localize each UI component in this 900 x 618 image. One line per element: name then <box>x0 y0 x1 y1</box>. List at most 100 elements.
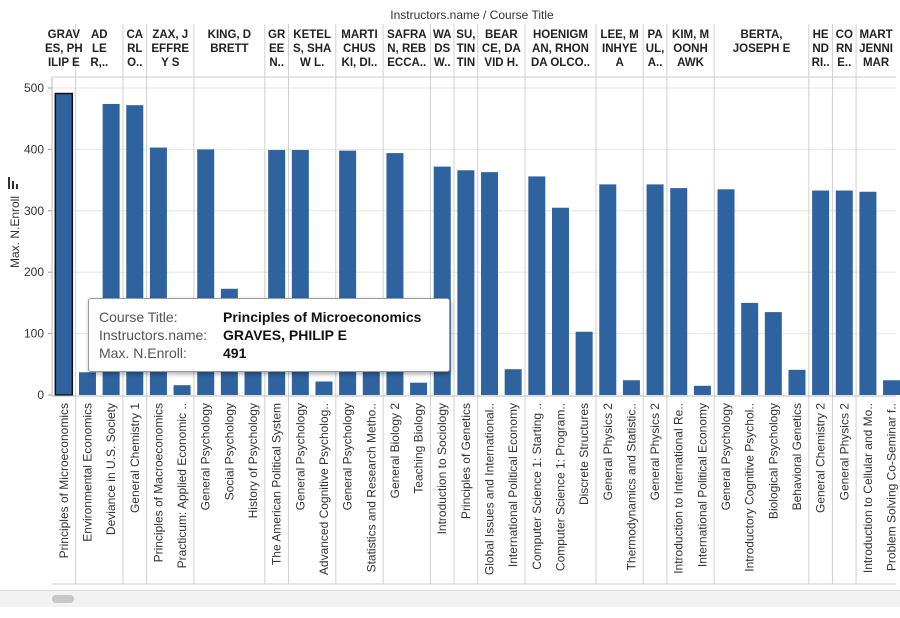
instructor-header-line[interactable]: CHUS <box>343 43 376 55</box>
instructor-header-line[interactable]: JENNI <box>859 43 893 55</box>
course-label[interactable]: Principles of Macroeconomics <box>151 403 165 562</box>
instructor-header-line[interactable]: ND <box>812 43 829 55</box>
course-label[interactable]: The American Political System <box>270 403 284 565</box>
course-label[interactable]: General Physics 2 <box>648 403 662 501</box>
instructor-header-line[interactable]: CA <box>126 29 143 41</box>
course-label[interactable]: General Psychology <box>199 403 213 510</box>
instructor-header-line[interactable]: RL <box>127 43 142 55</box>
bar-31[interactable] <box>788 369 806 395</box>
bar-11[interactable] <box>315 381 333 395</box>
instructor-header-line[interactable]: Y S <box>161 57 180 69</box>
instructor-header-line[interactable]: ECCA.. <box>387 57 426 69</box>
bar-5[interactable] <box>173 385 191 395</box>
course-label[interactable]: Social Psychology <box>222 403 236 500</box>
horizontal-scrollbar[interactable] <box>0 590 900 607</box>
instructor-header-line[interactable]: RI.. <box>812 57 830 69</box>
course-label[interactable]: Biological Psychology <box>766 403 780 519</box>
bar-20[interactable] <box>528 176 546 395</box>
course-label[interactable]: Introduction to Cellular and Mo.. <box>861 403 875 573</box>
bar-1[interactable] <box>78 372 96 395</box>
course-label[interactable]: Discrete Structures <box>577 403 591 505</box>
sort-axis-icon[interactable] <box>8 177 20 189</box>
bar-28[interactable] <box>717 189 735 395</box>
course-label[interactable]: General Biology 2 <box>388 403 402 499</box>
instructor-header-line[interactable]: INHYE <box>602 43 637 55</box>
instructor-header-line[interactable]: A.. <box>648 57 663 69</box>
instructor-header-line[interactable]: MAR <box>863 57 890 69</box>
instructor-header-line[interactable]: OONH <box>673 43 708 55</box>
bar-19[interactable] <box>504 369 522 395</box>
instructor-header-line[interactable]: E.. <box>837 57 851 69</box>
course-label[interactable]: History of Psychology <box>246 403 260 518</box>
instructor-header-line[interactable]: N, REB <box>387 43 426 55</box>
bar-24[interactable] <box>622 380 640 395</box>
bar-32[interactable] <box>812 190 830 395</box>
course-label[interactable]: Principles of Microeconomics <box>57 403 71 558</box>
instructor-header-line[interactable]: AD <box>91 29 108 41</box>
instructor-header-line[interactable]: A <box>615 57 623 69</box>
instructor-header-line[interactable]: CE, DA <box>482 43 521 55</box>
bar-34[interactable] <box>859 191 877 395</box>
instructor-header-line[interactable]: R,.. <box>90 57 108 69</box>
bar-30[interactable] <box>764 312 782 395</box>
instructor-header-line[interactable]: KETEL <box>293 29 331 41</box>
bar-22[interactable] <box>575 331 593 395</box>
bar-17[interactable] <box>457 170 475 395</box>
instructor-header-line[interactable]: W.. <box>434 57 451 69</box>
bar-0[interactable] <box>54 92 74 396</box>
instructor-header-line[interactable]: O.. <box>127 57 142 69</box>
instructor-header-line[interactable]: ES, PH <box>45 43 83 55</box>
course-label[interactable]: Statistics and Research Metho.. <box>364 403 378 572</box>
course-label[interactable]: Thermodynamics and Statistic.. <box>624 403 638 570</box>
instructor-header-line[interactable]: MARTI <box>341 29 377 41</box>
course-label[interactable]: Advanced Cognitive Psycholog.. <box>317 403 331 575</box>
instructor-header-line[interactable]: UL, <box>646 43 665 55</box>
course-label[interactable]: Problem Solving Co-Seminar f.. <box>885 403 899 571</box>
instructor-header-line[interactable]: HOENIGM <box>533 29 588 41</box>
instructor-header-line[interactable]: DA OLCO.. <box>531 57 590 69</box>
instructor-header-line[interactable]: JOSEPH E <box>733 43 791 55</box>
instructor-header-line[interactable]: AWK <box>677 57 705 69</box>
scrollbar-thumb[interactable] <box>52 595 74 603</box>
course-label[interactable]: General Psychology <box>341 403 355 510</box>
course-label[interactable]: Practicum: Applied Economic .. <box>175 403 189 568</box>
course-label[interactable]: General Physics 2 <box>601 403 615 501</box>
course-label[interactable]: General Psychology <box>293 403 307 510</box>
instructor-header-line[interactable]: EE <box>269 43 285 55</box>
instructor-header-line[interactable]: LEE, M <box>600 29 638 41</box>
instructor-header-line[interactable]: CO <box>836 29 853 41</box>
instructor-header-line[interactable]: HE <box>813 29 829 41</box>
course-label[interactable]: Behavioral Genetics <box>790 403 804 510</box>
instructor-header-line[interactable]: TIN <box>457 57 476 69</box>
course-label[interactable]: Global Issues and International.. <box>483 403 497 575</box>
course-label[interactable]: Teaching Biology <box>412 403 426 494</box>
instructor-header-line[interactable]: BEAR <box>485 29 518 41</box>
instructor-header-line[interactable]: KING, D <box>208 29 251 41</box>
instructor-header-line[interactable]: TIN <box>457 43 476 55</box>
course-label[interactable]: Computer Science 1: Program.. <box>553 403 567 571</box>
instructor-header-line[interactable]: SU, <box>456 29 475 41</box>
instructor-header-line[interactable]: LE <box>92 43 107 55</box>
bar-29[interactable] <box>741 302 759 395</box>
instructor-header-line[interactable]: W L. <box>300 57 324 69</box>
instructor-header-line[interactable]: WA <box>433 29 452 41</box>
course-label[interactable]: General Physics 2 <box>837 403 851 501</box>
bar-27[interactable] <box>693 385 711 395</box>
instructor-header-line[interactable]: VID H. <box>484 57 518 69</box>
instructor-header-line[interactable]: EFFRE <box>151 43 189 55</box>
instructor-header-line[interactable]: MART <box>859 29 892 41</box>
instructor-header-line[interactable]: S, SHA <box>293 43 331 55</box>
instructor-header-line[interactable]: DS <box>434 43 450 55</box>
course-label[interactable]: Introduction to International Re.. <box>672 403 686 574</box>
instructor-header-line[interactable]: PA <box>648 29 663 41</box>
bar-23[interactable] <box>599 184 617 395</box>
course-label[interactable]: General Chemistry 1 <box>128 403 142 513</box>
instructor-header-line[interactable]: GR <box>268 29 286 41</box>
course-label[interactable]: Introduction to Sociology <box>435 403 449 534</box>
instructor-header-line[interactable]: ZAX, J <box>152 29 188 41</box>
bar-18[interactable] <box>481 172 499 395</box>
bar-25[interactable] <box>646 184 664 395</box>
instructor-header-line[interactable]: BERTA, <box>741 29 783 41</box>
instructor-header-line[interactable]: SAFRA <box>387 29 427 41</box>
bar-15[interactable] <box>410 382 428 395</box>
